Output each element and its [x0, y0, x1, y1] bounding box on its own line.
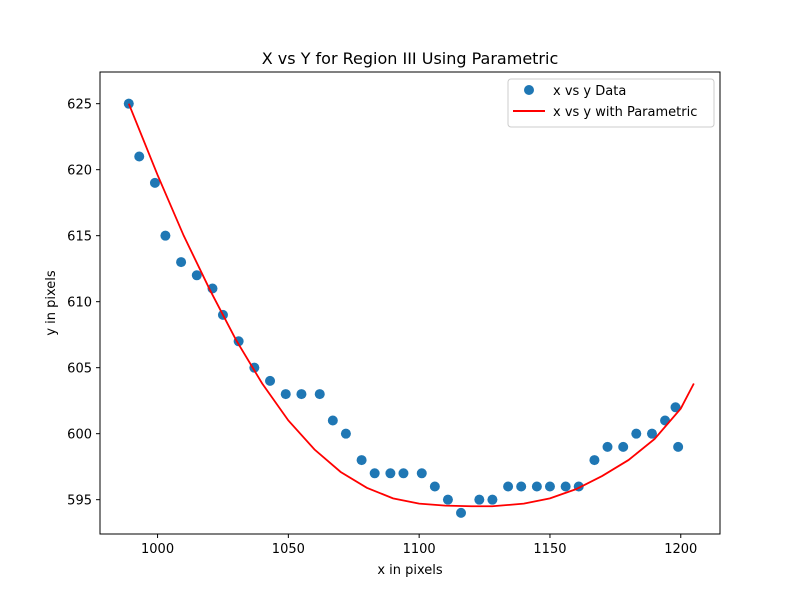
data-point: [160, 230, 171, 241]
y-tick-label: 620: [67, 164, 92, 179]
data-point: [442, 494, 453, 505]
data-point: [356, 455, 367, 466]
fit-line: [127, 103, 695, 508]
data-point: [429, 481, 440, 492]
legend-label-fit: x vs y with Parametric: [553, 105, 697, 120]
data-point: [516, 481, 527, 492]
x-tick-label: 1100: [403, 542, 436, 557]
plot-area: [123, 98, 695, 518]
data-point: [191, 270, 202, 281]
legend-marker-data: [524, 85, 534, 95]
legend-box: [507, 78, 715, 128]
data-point: [123, 98, 134, 109]
data-point: [456, 507, 467, 518]
data-point: [265, 375, 276, 386]
data-point: [327, 415, 338, 426]
x-tick-label: 1200: [664, 542, 697, 557]
data-point: [560, 481, 571, 492]
data-point: [176, 257, 187, 268]
data-point: [134, 151, 145, 162]
y-tick-label: 600: [67, 428, 92, 443]
legend: x vs y Data x vs y with Parametric: [507, 78, 715, 128]
data-point: [340, 428, 351, 439]
y-tick-label: 615: [67, 230, 92, 245]
data-point: [280, 389, 291, 400]
data-point: [149, 177, 160, 188]
x-tick-label: 1050: [272, 542, 305, 557]
data-point: [487, 494, 498, 505]
y-axis-label: y in pixels: [44, 270, 59, 336]
data-point: [474, 494, 485, 505]
y-tick-label: 605: [67, 362, 92, 377]
data-point: [296, 389, 307, 400]
y-tick-label: 595: [67, 494, 92, 509]
data-point: [503, 481, 514, 492]
data-point: [646, 428, 657, 439]
plot-frame: [99, 71, 721, 535]
x-axis-label: x in pixels: [377, 563, 443, 578]
data-point: [531, 481, 542, 492]
y-tick-label: 625: [67, 98, 92, 113]
legend-label-data: x vs y Data: [553, 84, 626, 99]
data-point: [398, 468, 409, 479]
data-point: [416, 468, 427, 479]
data-point: [618, 441, 629, 452]
data-point: [631, 428, 642, 439]
chart-title: X vs Y for Region III Using Parametric: [262, 49, 559, 68]
data-point: [589, 455, 600, 466]
data-point: [544, 481, 555, 492]
axis-ticks: 1000 1050 1100 1150 1200 595 600 605 610 615 620 62…: [67, 98, 697, 557]
x-tick-label: 1150: [533, 542, 566, 557]
x-tick-label: 1000: [141, 542, 174, 557]
data-point: [673, 441, 684, 452]
data-point: [385, 468, 396, 479]
data-point: [602, 441, 613, 452]
data-point: [670, 402, 681, 413]
y-tick-label: 610: [67, 296, 92, 311]
data-point: [314, 389, 325, 400]
data-point: [369, 468, 380, 479]
